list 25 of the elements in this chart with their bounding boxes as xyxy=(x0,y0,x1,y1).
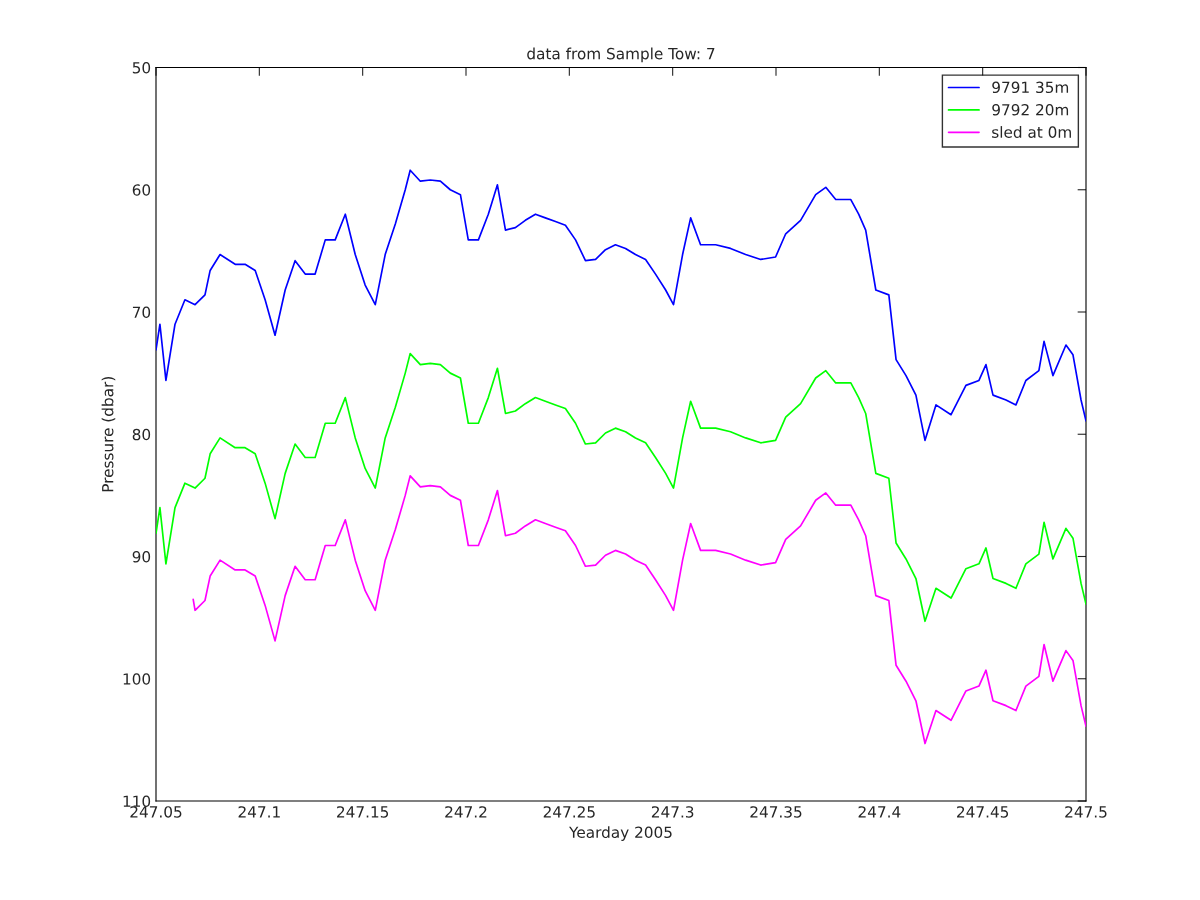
x-tick-label: 247.3 xyxy=(651,806,694,818)
line-series xyxy=(192,474,1086,745)
y-tick-label: 100 xyxy=(123,673,151,685)
y-tick-label: 80 xyxy=(132,428,151,441)
chart-title: data from Sample Tow: 7 xyxy=(527,47,715,63)
legend-label: 9792 20m xyxy=(992,103,1069,116)
x-tick-label: 247.1 xyxy=(238,806,280,818)
x-tick-label: 247.35 xyxy=(750,806,802,818)
y-tick-label: 50 xyxy=(132,61,151,74)
y-tick-label: 90 xyxy=(132,550,151,563)
y-axis-title: Pressure (dbar) xyxy=(101,377,116,492)
y-tick-label: 70 xyxy=(132,306,151,319)
y-tick-label: 60 xyxy=(132,184,151,196)
x-tick-label: 247.45 xyxy=(957,806,1009,818)
x-tick-label: 247.5 xyxy=(1065,806,1107,818)
legend-label: 9791 35m xyxy=(992,81,1069,94)
line-series xyxy=(156,352,1086,623)
x-tick-label: 247.15 xyxy=(337,806,389,818)
legend-label: sled at 0m xyxy=(992,126,1071,138)
x-tick-label: 247.2 xyxy=(445,806,487,818)
x-tick-label: 247.4 xyxy=(858,806,901,818)
line-series xyxy=(156,169,1086,442)
x-tick-label: 247.25 xyxy=(543,806,595,818)
x-tick-label: 247.05 xyxy=(130,806,182,818)
x-axis-title: Yearday 2005 xyxy=(569,826,672,841)
